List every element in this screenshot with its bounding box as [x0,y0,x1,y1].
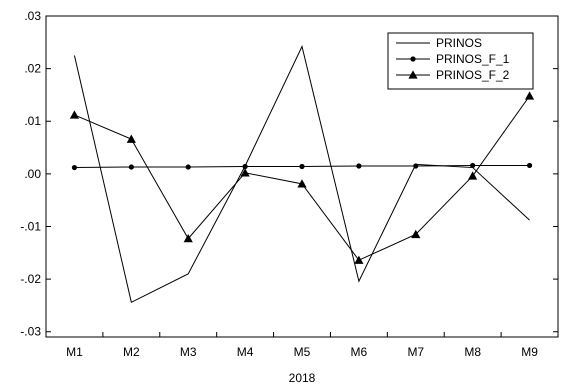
x-tick-label: M7 [407,345,424,359]
x-tick-label: M3 [180,345,197,359]
legend-item: PRINOS [396,36,482,50]
x-axis-label: 2018 [289,371,316,385]
series-line [73,45,530,303]
x-tick-label: M2 [123,345,140,359]
data-point [126,134,136,143]
legend-label: PRINOS_F_2 [436,68,510,82]
x-tick-label: M5 [294,345,311,359]
legend: PRINOS PRINOS_F_1 PRINOS_F_2 [387,32,534,90]
data-point [240,168,250,177]
data-point [470,162,476,169]
legend-marker [410,56,416,62]
data-point [299,163,305,170]
legend-item: PRINOS_F_2 [396,68,510,82]
data-point [297,179,307,188]
legend-label: PRINOS_F_1 [436,52,510,66]
y-axis-ticks: .03 .02 .01 .00 -.01 -.02 -.03 [20,9,558,339]
series-layer [69,45,535,303]
x-tick-label: M1 [66,345,83,359]
legend-item: PRINOS_F_1 [396,52,510,66]
data-point [468,171,478,180]
data-point [128,164,134,170]
data-point [69,110,80,119]
y-tick-label: -.01 [20,219,41,233]
x-tick-label: M4 [237,345,254,359]
data-point [356,163,362,169]
x-tick-label: M8 [464,345,481,359]
x-axis-ticks: M1 M2 M3 M4 M5 M6 M7 M8 M9 [66,332,538,359]
data-point [354,255,364,264]
data-point [526,162,533,169]
data-point [71,164,78,171]
legend-marker [408,70,418,79]
data-point [411,229,421,239]
x-tick-label: M6 [351,345,368,359]
legend-label: PRINOS [436,36,482,50]
series-prinos [73,45,530,303]
data-point [185,164,191,170]
plot-area-frame [45,15,559,338]
data-point [183,233,193,243]
data-point [524,91,535,100]
y-tick-label: -.02 [20,272,41,286]
y-tick-label: -.03 [20,325,41,339]
series-prinos-f-2 [69,91,535,264]
series-line [74,95,530,261]
y-tick-label: .00 [24,167,41,181]
data-point [242,163,248,170]
x-tick-label: M9 [521,345,538,359]
y-tick-label: .03 [24,9,41,23]
data-point [413,163,419,169]
y-tick-label: .01 [24,114,41,128]
series-prinos-f-1 [71,162,533,171]
y-tick-label: .02 [24,62,41,76]
